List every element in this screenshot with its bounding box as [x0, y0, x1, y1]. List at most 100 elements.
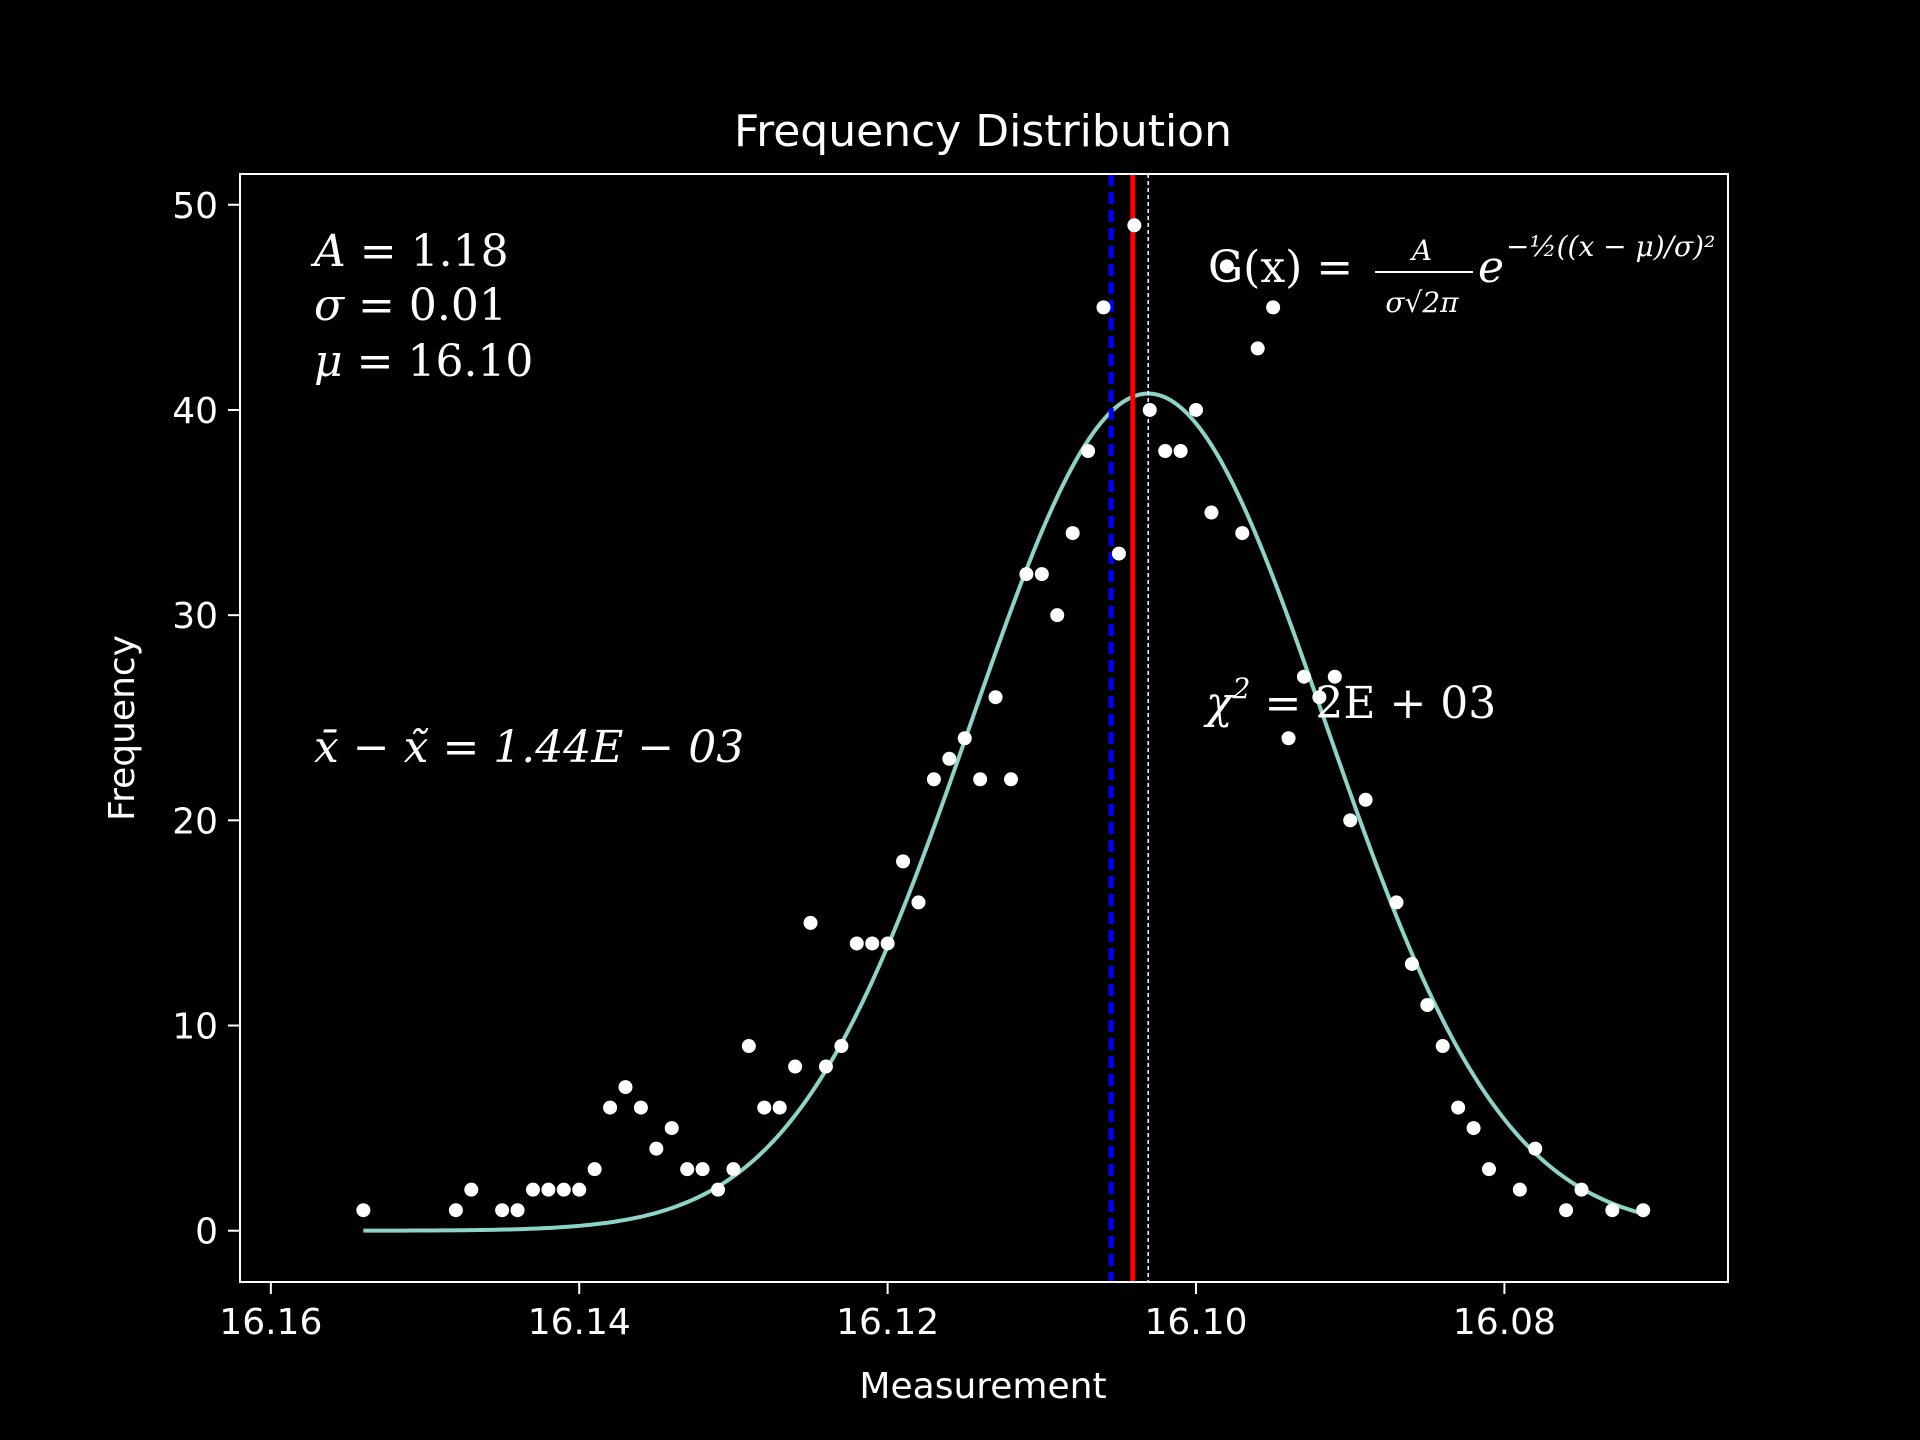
data-point	[1003, 772, 1018, 787]
gaussian-exponent: −½((x − μ)/σ)²	[1506, 230, 1715, 263]
data-point	[726, 1162, 741, 1177]
x-axis-label: Measurement	[859, 1366, 1106, 1407]
data-point	[711, 1182, 726, 1197]
data-point	[603, 1100, 618, 1115]
data-point	[1111, 546, 1126, 561]
data-point	[834, 1039, 849, 1054]
annotation-chi-symbol: χ	[1203, 678, 1235, 729]
annotation-sigma: σ = 0.01	[314, 280, 507, 331]
y-axis: 0 10 20 30 40 50	[172, 186, 240, 1253]
data-point	[1189, 402, 1204, 417]
annotation-mean-median-diff: x̄ − x̃ = 1.44E − 03	[314, 722, 744, 773]
gaussian-e: e	[1478, 242, 1504, 293]
data-point	[1451, 1100, 1466, 1115]
data-point	[1327, 669, 1342, 684]
data-point	[1081, 444, 1096, 458]
data-point	[448, 1203, 463, 1218]
x-tick-label: 16.16	[219, 1302, 322, 1343]
x-tick-label: 16.14	[528, 1302, 631, 1343]
data-point	[849, 936, 864, 951]
data-point	[1173, 444, 1188, 458]
annotation-chi-exponent: 2	[1232, 672, 1251, 705]
data-point	[1204, 505, 1219, 520]
data-point	[541, 1182, 556, 1197]
annotation-chi-squared: χ2 = 2E + 03	[1203, 672, 1496, 729]
data-point	[1420, 998, 1435, 1012]
data-point	[741, 1039, 756, 1054]
y-tick-label: 30	[172, 596, 218, 637]
annotation-chi-value: = 2E + 03	[1251, 678, 1497, 729]
data-point	[757, 1100, 772, 1115]
data-point	[1096, 300, 1111, 315]
data-point	[464, 1182, 479, 1197]
y-tick-label: 0	[195, 1212, 218, 1253]
data-point	[1636, 1203, 1651, 1218]
data-point	[926, 772, 941, 787]
data-point	[1512, 1182, 1527, 1197]
x-tick-label: 16.12	[836, 1302, 939, 1343]
annotation-mu-value: = 16.10	[343, 336, 534, 387]
y-tick-label: 40	[172, 391, 218, 432]
data-point	[772, 1100, 787, 1115]
data-point	[1528, 1141, 1543, 1156]
annotation-mu-symbol: μ	[314, 336, 343, 387]
data-point	[1034, 567, 1049, 582]
data-point	[1142, 402, 1157, 417]
data-point	[556, 1182, 571, 1197]
data-point	[633, 1100, 648, 1115]
gaussian-denominator: σ√2π	[1385, 286, 1459, 319]
annotation-gaussian-formula: G(x) = A σ√2π e −½((x − μ)/σ)²	[1208, 230, 1715, 319]
data-point	[973, 772, 988, 787]
data-point	[865, 936, 880, 951]
data-point	[618, 1080, 633, 1095]
data-point	[1559, 1203, 1574, 1218]
x-axis: 16.16 16.14 16.12 16.10 16.08	[219, 1282, 1556, 1343]
data-point	[1435, 1039, 1450, 1054]
x-tick-label: 16.10	[1144, 1302, 1247, 1343]
annotation-amplitude-symbol: A	[310, 226, 346, 277]
x-tick-label: 16.08	[1453, 1302, 1556, 1343]
data-point	[525, 1182, 540, 1197]
annotation-amplitude-value: = 1.18	[346, 226, 509, 277]
data-point	[356, 1203, 371, 1218]
data-point	[649, 1141, 664, 1156]
data-point	[510, 1203, 525, 1218]
y-tick-label: 50	[172, 186, 218, 227]
annotation-sigma-symbol: σ	[314, 280, 346, 331]
data-point	[880, 936, 895, 951]
data-point	[957, 731, 972, 746]
gaussian-numerator: A	[1409, 234, 1432, 267]
data-point	[911, 895, 926, 910]
data-point	[1358, 792, 1373, 807]
y-tick-label: 20	[172, 801, 218, 842]
plot-content	[356, 174, 1651, 1282]
data-point	[1281, 731, 1296, 746]
annotation-amplitude: A = 1.18	[310, 226, 509, 277]
data-point	[1127, 218, 1142, 233]
data-point	[1050, 608, 1065, 623]
data-point	[1574, 1182, 1589, 1197]
data-point	[495, 1203, 510, 1218]
annotation-mu: μ = 16.10	[314, 336, 533, 387]
data-point	[1219, 259, 1234, 274]
data-point	[818, 1059, 833, 1074]
plot-frame	[239, 173, 1729, 1283]
data-point	[942, 751, 957, 766]
data-point	[1605, 1203, 1620, 1218]
data-point	[1019, 567, 1034, 582]
data-point	[1389, 895, 1404, 910]
data-point	[1158, 444, 1173, 458]
data-point	[680, 1162, 695, 1177]
data-point	[1404, 956, 1419, 971]
data-point	[896, 854, 911, 869]
data-point	[803, 915, 818, 930]
data-point	[664, 1121, 679, 1136]
data-point	[1065, 526, 1080, 541]
data-point	[1296, 669, 1311, 684]
data-point	[988, 690, 1003, 705]
data-point	[1466, 1121, 1481, 1136]
data-point	[1250, 341, 1265, 356]
data-point	[1312, 690, 1327, 705]
